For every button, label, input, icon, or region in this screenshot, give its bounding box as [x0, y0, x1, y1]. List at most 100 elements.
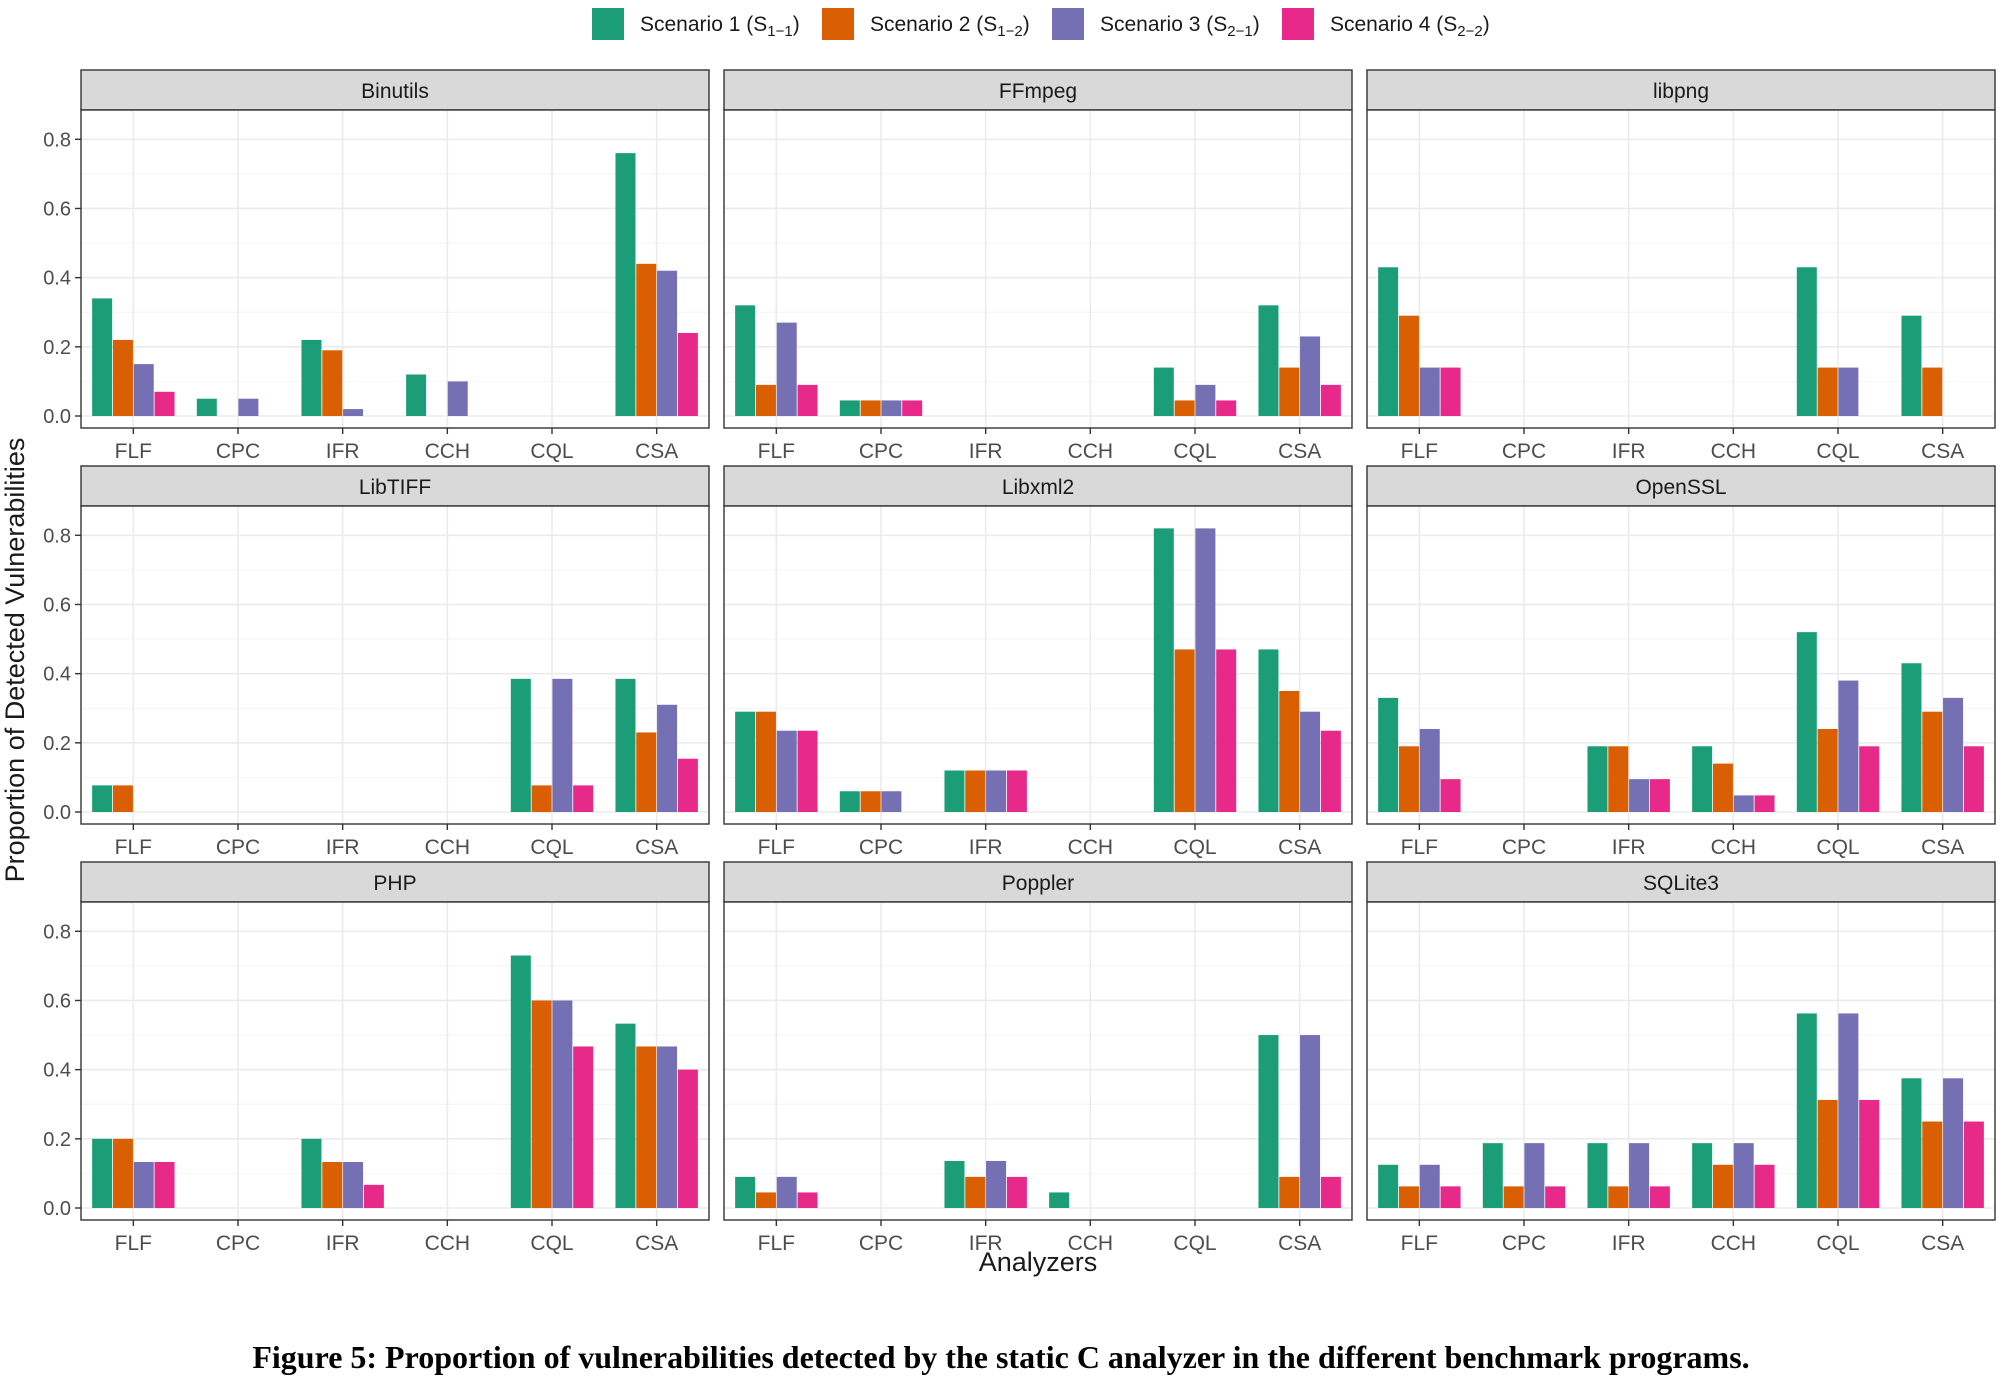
panel-border	[1366, 109, 1996, 429]
panel-strip	[1366, 465, 1996, 507]
legend-label-4: Scenario 4 (S2−2)	[1330, 13, 1490, 40]
bar-binutils-cch-s1	[406, 374, 427, 416]
x-tick-label: CSA	[635, 836, 678, 859]
bar-sqlite3-ifr-s1	[1587, 1143, 1608, 1208]
y-tick-label: 0.8	[43, 525, 71, 547]
bar-libpng-csa-s1	[1901, 315, 1922, 416]
x-tick-label: CCH	[1068, 836, 1114, 859]
plot-area	[81, 110, 709, 428]
bar-ffmpeg-flf-s4	[797, 384, 818, 416]
bar-ffmpeg-csa-s2	[1279, 367, 1300, 416]
bar-libxml2-csa-s1	[1258, 649, 1279, 812]
x-tick-label: FLF	[115, 440, 152, 463]
bar-binutils-csa-s2	[636, 263, 657, 416]
legend-swatch-2	[822, 8, 854, 40]
y-tick-label: 0.4	[43, 664, 71, 686]
bar-libxml2-cql-s1	[1153, 528, 1174, 812]
panel-poppler: Poppler FLF CPC IFR CCH CQL CSA	[723, 861, 1353, 1255]
bar-libtiff-csa-s3	[657, 704, 678, 812]
bar-openssl-flf-s4	[1440, 779, 1461, 812]
bar-openssl-ifr-s1	[1587, 746, 1608, 812]
x-tick-label: IFR	[969, 1232, 1003, 1255]
panel-strip	[723, 69, 1353, 111]
bar-libpng-flf-s3	[1419, 367, 1440, 416]
x-tick-label: CPC	[1502, 1232, 1546, 1255]
bar-sqlite3-cch-s3	[1733, 1143, 1754, 1208]
bar-sqlite3-cch-s2	[1712, 1164, 1733, 1208]
bar-poppler-flf-s2	[755, 1192, 776, 1208]
bar-sqlite3-csa-s1	[1901, 1078, 1922, 1208]
bar-binutils-ifr-s1	[301, 339, 322, 416]
bar-ffmpeg-cpc-s4	[902, 400, 923, 416]
panel-strip	[723, 861, 1353, 903]
panel-title: Binutils	[361, 80, 429, 103]
bar-php-ifr-s4	[363, 1184, 384, 1208]
panel-title: libpng	[1653, 80, 1709, 103]
y-tick-label: 0.0	[43, 406, 71, 428]
x-tick-label: CSA	[635, 440, 678, 463]
bar-libtiff-cql-s2	[531, 785, 552, 812]
bar-libxml2-ifr-s1	[944, 770, 965, 812]
bar-ffmpeg-cql-s2	[1174, 400, 1195, 416]
x-tick-label: IFR	[969, 836, 1003, 859]
x-tick-label: IFR	[1612, 1232, 1646, 1255]
legend-label-1: Scenario 1 (S1−1)	[640, 13, 800, 40]
bar-libtiff-csa-s1	[615, 678, 636, 812]
bar-ffmpeg-cpc-s1	[839, 400, 860, 416]
bar-sqlite3-cpc-s2	[1503, 1186, 1524, 1208]
bar-sqlite3-csa-s3	[1943, 1078, 1964, 1208]
plot-area	[724, 110, 1352, 428]
bar-php-csa-s4	[677, 1069, 698, 1208]
panel-border	[80, 901, 710, 1221]
panel-libxml2: Libxml2 FLF CPC IFR CCH CQL CSA	[723, 465, 1353, 859]
y-tick-label: 0.0	[43, 802, 71, 824]
x-tick-label: CPC	[859, 1232, 903, 1255]
bar-binutils-csa-s3	[657, 270, 678, 416]
panel-border	[1366, 505, 1996, 825]
bar-poppler-flf-s3	[776, 1176, 797, 1208]
bar-binutils-csa-s4	[677, 332, 698, 416]
legend: Scenario 1 (S1−1) Scenario 2 (S1−2) Scenar…	[592, 8, 1490, 40]
bar-sqlite3-ifr-s3	[1629, 1143, 1650, 1208]
bar-openssl-cql-s4	[1859, 746, 1880, 812]
x-tick-label: IFR	[326, 1232, 360, 1255]
panel-strip	[1366, 69, 1996, 111]
bar-openssl-ifr-s2	[1608, 746, 1629, 812]
panel-title: FFmpeg	[999, 80, 1077, 103]
bar-ffmpeg-cql-s3	[1195, 384, 1216, 416]
bar-php-csa-s1	[615, 1023, 636, 1208]
bar-libpng-flf-s4	[1440, 367, 1461, 416]
bar-openssl-ifr-s4	[1649, 779, 1670, 812]
bar-libxml2-cpc-s1	[839, 791, 860, 812]
bar-php-cql-s1	[510, 955, 531, 1208]
panel-title: Libxml2	[1002, 476, 1074, 499]
bar-ffmpeg-cql-s4	[1216, 400, 1237, 416]
y-tick-label: 0.0	[43, 1198, 71, 1220]
plot-area	[81, 506, 709, 824]
x-tick-label: IFR	[1612, 440, 1646, 463]
bar-php-cql-s3	[552, 1000, 573, 1208]
x-tick-label: CQL	[1816, 1232, 1859, 1255]
bar-poppler-csa-s4	[1320, 1176, 1341, 1208]
x-tick-label: CPC	[216, 1232, 260, 1255]
x-tick-label: CCH	[1711, 440, 1757, 463]
bar-ffmpeg-csa-s1	[1258, 305, 1279, 416]
x-tick-label: IFR	[326, 440, 360, 463]
bar-php-flf-s3	[133, 1161, 154, 1208]
bar-php-ifr-s2	[322, 1161, 343, 1208]
x-tick-label: CQL	[530, 836, 573, 859]
bar-sqlite3-flf-s4	[1440, 1186, 1461, 1208]
panel-ffmpeg: FFmpeg FLF CPC IFR CCH CQL CSA	[723, 69, 1353, 463]
x-tick-label: CSA	[1921, 1232, 1964, 1255]
panel-libpng: libpng FLF CPC IFR CCH CQL CSA	[1366, 69, 1996, 463]
bar-libpng-csa-s2	[1922, 367, 1943, 416]
bar-php-flf-s2	[112, 1138, 133, 1208]
bar-libtiff-csa-s4	[677, 758, 698, 812]
panel-strip	[723, 465, 1353, 507]
x-tick-label: IFR	[1612, 836, 1646, 859]
bar-openssl-flf-s3	[1419, 728, 1440, 812]
panel-title: PHP	[373, 872, 416, 895]
bar-sqlite3-csa-s4	[1963, 1121, 1984, 1208]
bar-libtiff-cql-s4	[573, 785, 594, 812]
x-tick-label: FLF	[1401, 836, 1438, 859]
